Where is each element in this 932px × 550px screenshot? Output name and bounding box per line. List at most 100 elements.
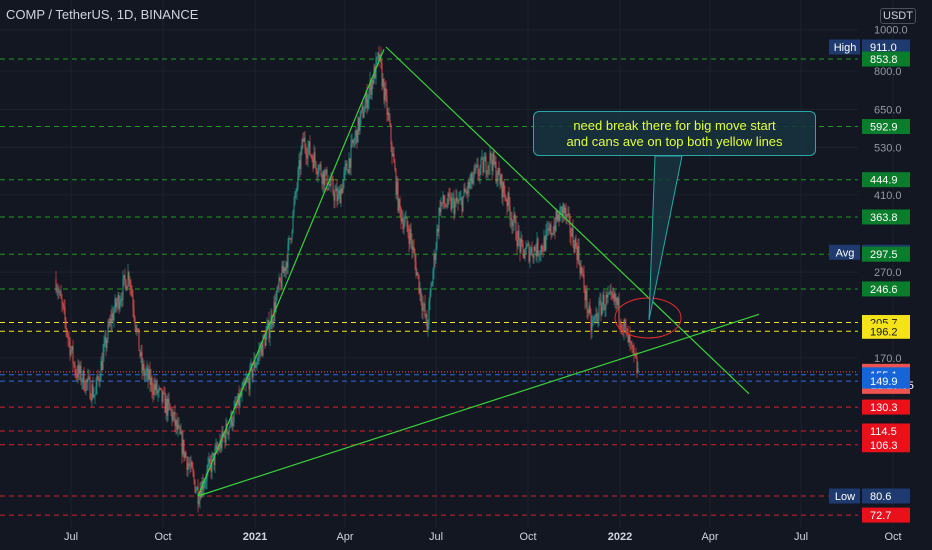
candle-body xyxy=(516,240,518,247)
candle-body xyxy=(173,411,175,415)
candle-body xyxy=(188,463,190,466)
candle-body xyxy=(245,381,247,384)
candle-body xyxy=(254,359,256,368)
annotation-line-2: and cans ave on top both yellow lines xyxy=(566,134,783,149)
candle-body xyxy=(175,420,177,426)
candle-body xyxy=(198,501,200,505)
candle-body xyxy=(510,218,512,220)
y-tick-label: 170.0 xyxy=(874,353,902,365)
candle-body xyxy=(261,344,263,356)
candle-body xyxy=(552,233,554,235)
candle-body xyxy=(456,197,458,203)
candle-body xyxy=(616,297,618,305)
candle-body xyxy=(536,238,538,257)
candle-body xyxy=(625,326,627,329)
candle-body xyxy=(388,112,390,120)
price-badge xyxy=(862,437,910,453)
candle-body xyxy=(601,305,603,316)
candle-body xyxy=(182,439,184,455)
currency-badge[interactable]: USDT xyxy=(880,8,916,24)
candle-body xyxy=(288,237,290,245)
candle-body xyxy=(349,158,351,168)
candle-body xyxy=(125,280,127,291)
candle-body xyxy=(63,305,65,308)
candle-body xyxy=(325,169,327,174)
candle-body xyxy=(159,387,161,389)
price-badge-text: 114.5 xyxy=(870,426,897,438)
candle-body xyxy=(545,230,547,251)
candle-body xyxy=(613,293,615,299)
candle-body xyxy=(262,335,264,356)
candle-body xyxy=(618,298,620,322)
candle-body xyxy=(276,287,278,298)
price-tag-text: High xyxy=(834,42,857,54)
candle-body xyxy=(277,287,279,289)
candles xyxy=(55,45,639,513)
candle-body xyxy=(414,252,416,262)
candle-body xyxy=(539,253,541,255)
candle-body xyxy=(260,344,262,352)
candle-body xyxy=(80,365,82,383)
candle-body xyxy=(636,358,638,373)
candle-body xyxy=(180,432,182,434)
candle-body xyxy=(557,214,559,221)
candle-body xyxy=(632,345,634,348)
candle-body xyxy=(612,294,614,299)
candle-body xyxy=(171,410,173,421)
candle-body xyxy=(190,461,192,467)
candle-body xyxy=(571,227,573,237)
candle-body xyxy=(230,412,232,425)
candle-body xyxy=(470,173,472,182)
candle-body xyxy=(464,188,466,193)
candle-body xyxy=(526,244,528,248)
candle-body xyxy=(337,194,339,202)
candle-body xyxy=(96,375,98,387)
candle-body xyxy=(591,323,593,332)
candle-body xyxy=(76,374,78,378)
candle-body xyxy=(208,458,210,465)
price-badge xyxy=(862,209,910,225)
candle-body xyxy=(490,152,492,161)
candle-body xyxy=(351,139,353,143)
candle-body xyxy=(200,490,202,498)
candle-body xyxy=(551,233,553,236)
candle-body xyxy=(611,291,613,295)
candle-body xyxy=(119,302,121,309)
candle-body xyxy=(576,246,578,261)
candle-body xyxy=(438,208,440,232)
x-tick-label: Oct xyxy=(154,531,171,543)
candle-body xyxy=(587,310,589,314)
candle-body xyxy=(250,363,252,366)
candle-body xyxy=(315,161,317,171)
candle-body xyxy=(329,183,331,186)
candle-body xyxy=(153,384,155,395)
candle-body xyxy=(95,386,97,395)
candle-body xyxy=(195,490,197,493)
candle-body xyxy=(232,422,234,427)
candle-body xyxy=(141,352,143,371)
price-badge xyxy=(862,507,910,523)
candle-body xyxy=(258,350,260,356)
candle-body xyxy=(246,379,248,382)
candle-body xyxy=(322,170,324,184)
candle-body xyxy=(204,481,206,486)
price-badge xyxy=(862,423,910,439)
candle-body xyxy=(257,355,259,362)
candle-body xyxy=(338,189,340,195)
candle-body xyxy=(537,238,539,256)
candle-body xyxy=(86,379,88,382)
candle-body xyxy=(357,117,359,143)
candle-body xyxy=(400,208,402,222)
price-badge xyxy=(862,246,910,262)
candle-body xyxy=(135,325,137,332)
price-tag-text: Low xyxy=(835,491,855,503)
candle-body xyxy=(231,412,233,427)
candle-body xyxy=(137,328,139,330)
candle-body xyxy=(575,239,577,247)
candle-body xyxy=(285,261,287,272)
candle-body xyxy=(127,272,129,287)
candle-body xyxy=(82,370,84,382)
candle-body xyxy=(281,265,283,288)
candle-body xyxy=(544,236,546,251)
